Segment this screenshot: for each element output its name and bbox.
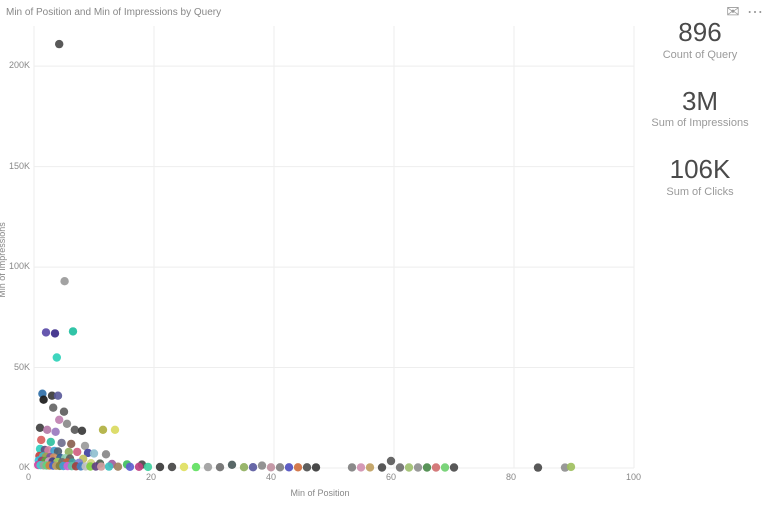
y-tick-label: 50K: [2, 362, 30, 372]
scatter-point[interactable]: [111, 426, 119, 434]
scatter-point[interactable]: [204, 463, 212, 471]
scatter-point[interactable]: [51, 329, 59, 337]
scatter-point[interactable]: [90, 449, 98, 457]
scatter-point[interactable]: [126, 463, 134, 471]
card-value: 896: [640, 18, 760, 47]
scatter-point[interactable]: [55, 40, 63, 48]
x-tick-label: 60: [386, 472, 396, 482]
dashboard-root: Min of Position and Min of Impressions b…: [0, 0, 768, 505]
x-tick-label: 20: [146, 472, 156, 482]
scatter-point[interactable]: [249, 463, 257, 471]
chart-title: Min of Position and Min of Impressions b…: [6, 7, 221, 18]
scatter-point[interactable]: [312, 463, 320, 471]
scatter-point[interactable]: [156, 463, 164, 471]
card-sum-of-clicks[interactable]: 106K Sum of Clicks: [640, 155, 760, 198]
scatter-point[interactable]: [285, 463, 293, 471]
scatter-point[interactable]: [168, 463, 176, 471]
scatter-point[interactable]: [39, 396, 47, 404]
scatter-point[interactable]: [60, 408, 68, 416]
scatter-point[interactable]: [57, 439, 65, 447]
y-tick-label: 150K: [2, 161, 30, 171]
scatter-point[interactable]: [405, 463, 413, 471]
scatter-point[interactable]: [73, 448, 81, 456]
scatter-plot-svg: [0, 20, 640, 500]
scatter-point[interactable]: [54, 392, 62, 400]
scatter-point[interactable]: [192, 463, 200, 471]
scatter-point[interactable]: [216, 463, 224, 471]
scatter-point[interactable]: [423, 463, 431, 471]
scatter-point[interactable]: [348, 463, 356, 471]
card-label: Sum of Impressions: [640, 117, 760, 129]
scatter-point[interactable]: [567, 463, 575, 471]
title-actions: ✉ ⋯: [726, 5, 762, 19]
scatter-point[interactable]: [378, 463, 386, 471]
y-tick-label: 100K: [2, 261, 30, 271]
envelope-icon[interactable]: ✉: [726, 5, 740, 19]
more-icon[interactable]: ⋯: [748, 5, 762, 19]
scatter-point[interactable]: [69, 327, 77, 335]
scatter-point[interactable]: [42, 328, 50, 336]
scatter-point[interactable]: [78, 427, 86, 435]
x-tick-label: 80: [506, 472, 516, 482]
scatter-point[interactable]: [240, 463, 248, 471]
scatter-point[interactable]: [276, 463, 284, 471]
scatter-point[interactable]: [71, 426, 79, 434]
scatter-point[interactable]: [37, 436, 45, 444]
x-axis-title: Min of Position: [290, 488, 349, 498]
y-axis-title: Min of Impressions: [0, 222, 7, 298]
y-tick-label: 0K: [2, 462, 30, 472]
scatter-plot[interactable]: Min of Impressions Min of Position 0 20 40…: [0, 20, 640, 500]
x-tick-label: 0: [26, 472, 31, 482]
card-label: Count of Query: [640, 49, 760, 61]
scatter-point[interactable]: [99, 426, 107, 434]
scatter-point[interactable]: [396, 463, 404, 471]
scatter-point[interactable]: [97, 462, 105, 470]
scatter-point[interactable]: [228, 461, 236, 469]
scatter-point[interactable]: [432, 463, 440, 471]
x-tick-label: 40: [266, 472, 276, 482]
scatter-point[interactable]: [180, 463, 188, 471]
scatter-point[interactable]: [303, 463, 311, 471]
card-value: 3M: [640, 87, 760, 116]
scatter-point[interactable]: [366, 463, 374, 471]
scatter-point[interactable]: [414, 463, 422, 471]
scatter-point[interactable]: [43, 426, 51, 434]
scatter-point[interactable]: [36, 424, 44, 432]
scatter-point[interactable]: [135, 463, 143, 471]
scatter-point[interactable]: [267, 463, 275, 471]
scatter-point[interactable]: [63, 420, 71, 428]
scatter-point[interactable]: [294, 463, 302, 471]
scatter-point[interactable]: [55, 416, 63, 424]
card-sum-of-impressions[interactable]: 3M Sum of Impressions: [640, 87, 760, 130]
metric-cards: 896 Count of Query 3M Sum of Impressions…: [640, 18, 760, 198]
scatter-point[interactable]: [49, 404, 57, 412]
scatter-point[interactable]: [258, 461, 266, 469]
scatter-point[interactable]: [53, 353, 61, 361]
scatter-point[interactable]: [441, 463, 449, 471]
scatter-point[interactable]: [67, 440, 75, 448]
scatter-point[interactable]: [105, 462, 113, 470]
scatter-point[interactable]: [450, 463, 458, 471]
scatter-point[interactable]: [114, 463, 122, 471]
scatter-point[interactable]: [387, 457, 395, 465]
card-count-of-query[interactable]: 896 Count of Query: [640, 18, 760, 61]
scatter-point[interactable]: [102, 450, 110, 458]
scatter-point[interactable]: [51, 428, 59, 436]
x-tick-label: 100: [626, 472, 641, 482]
card-value: 106K: [640, 155, 760, 184]
scatter-point[interactable]: [47, 438, 55, 446]
scatter-point[interactable]: [144, 463, 152, 471]
card-label: Sum of Clicks: [640, 186, 760, 198]
scatter-point[interactable]: [357, 463, 365, 471]
scatter-point[interactable]: [534, 463, 542, 471]
y-tick-label: 200K: [2, 60, 30, 70]
scatter-point[interactable]: [60, 277, 68, 285]
